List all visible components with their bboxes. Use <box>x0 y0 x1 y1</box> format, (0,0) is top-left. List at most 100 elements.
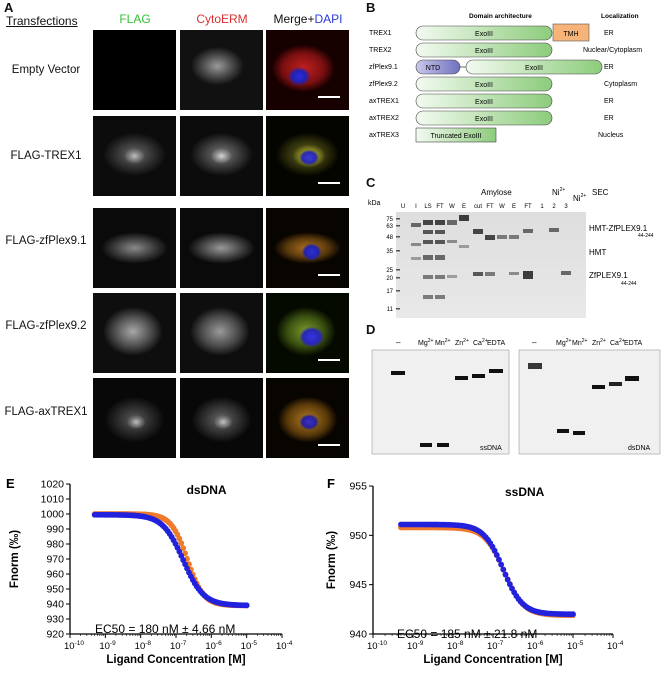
gel-band <box>459 245 469 248</box>
y-tick-label: 940 <box>46 599 64 611</box>
marker-band <box>396 225 400 227</box>
marker-label: 20 <box>386 276 393 282</box>
gel1-bands <box>391 369 503 447</box>
x-tick-label: 10-10 <box>367 640 387 652</box>
panel-letter: E <box>6 476 15 491</box>
micrograph-empty-cytoerm <box>180 30 263 110</box>
gel-band <box>473 229 483 234</box>
gel2-zn: Zn2+ <box>592 338 606 347</box>
svg-text:ExoIII: ExoIII <box>475 82 493 89</box>
gel2-mg: Mg2+ <box>556 338 572 347</box>
scale-bar <box>318 359 340 361</box>
gel-band <box>497 235 507 239</box>
micrograph-zfplex92-cytoerm <box>180 293 263 373</box>
domain-header: Domain architecture <box>469 13 532 20</box>
lane-label: E <box>512 204 516 210</box>
svg-text:ExoIII: ExoIII <box>475 31 493 38</box>
micrograph-zfplex92-flag <box>93 293 176 373</box>
y-tick-label: 950 <box>46 584 64 596</box>
transfections-heading: Transfections <box>6 14 78 28</box>
x-tick-label: 10-9 <box>99 640 116 652</box>
gel-band <box>523 229 533 233</box>
scale-bar <box>318 96 340 98</box>
svg-text:ExoIII: ExoIII <box>475 116 493 123</box>
micrograph-trex1-merge <box>266 116 349 196</box>
arch-row-trex1: TREX1 ExoIII TMH ER <box>369 23 614 42</box>
gel-band <box>423 230 433 234</box>
row-label-empty-vector: Empty Vector <box>11 64 81 76</box>
marker-band <box>396 290 400 292</box>
scale-bar <box>318 274 340 276</box>
cytoerm-column-heading: CytoERM <box>196 12 248 26</box>
micrograph-zfplex91-cytoerm <box>180 208 263 288</box>
y-tick-label: 930 <box>46 614 64 626</box>
kda-label: kDa <box>368 200 381 207</box>
gel-band <box>435 220 445 225</box>
gel-band <box>509 272 519 275</box>
gel1-zn: Zn2+ <box>455 338 469 347</box>
chart-title: ssDNA <box>505 485 545 499</box>
data-point <box>180 545 187 552</box>
gel-band <box>485 235 495 240</box>
x-tick-label: 10-10 <box>64 640 84 652</box>
gel-band <box>435 295 445 299</box>
micrograph-axtrex1-cytoerm <box>180 378 263 458</box>
band-label-hmt: HMT <box>589 248 606 257</box>
svg-text:ER: ER <box>604 64 614 71</box>
y-axis-label: Fnorm (‰) <box>326 531 338 589</box>
gel-band <box>411 257 421 260</box>
band-label-hmt-zf: HMT-ZfPLEX9.1 <box>589 224 648 233</box>
marker-label: 11 <box>387 307 394 313</box>
lane-label: FT <box>486 204 494 210</box>
data-point <box>243 602 250 609</box>
gel1-edta: EDTA <box>487 340 505 347</box>
gel1-ca: Ca2+ <box>473 338 488 347</box>
data-point <box>570 611 576 618</box>
micrograph-axtrex1-merge <box>266 378 349 458</box>
gel2-edta: EDTA <box>624 340 642 347</box>
lane-label: 1 <box>540 204 544 210</box>
lane-label: E <box>462 204 466 210</box>
x-tick-label: 10-4 <box>607 640 624 652</box>
gel-band <box>423 240 433 244</box>
gel1-label: ssDNA <box>480 445 502 452</box>
gel2-ca: Ca2+ <box>610 338 625 347</box>
svg-text:ExoIII: ExoIII <box>525 65 543 72</box>
svg-text:ExoIII: ExoIII <box>475 99 493 106</box>
lane-label: 3 <box>564 204 568 210</box>
gel-band <box>459 215 469 221</box>
data-point <box>493 552 500 558</box>
x-axis-label: Ligand Concentration [M] <box>106 654 245 666</box>
micrograph-empty-flag <box>93 30 176 110</box>
band-label-zf: ZfPLEX9.1 <box>589 271 628 280</box>
data-point <box>506 581 513 588</box>
lane-label: FT <box>524 204 532 210</box>
x-tick-label: 10-8 <box>135 640 152 652</box>
x-tick-label: 10-6 <box>205 640 222 652</box>
gel-band <box>485 272 495 276</box>
y-axis-label: Fnorm (‰) <box>9 530 21 588</box>
lane-label: cut <box>474 204 482 210</box>
gel-band <box>435 275 445 279</box>
ni-label-2: Ni2+ <box>573 193 586 203</box>
chart-title: dsDNA <box>187 483 227 497</box>
svg-text:TMH: TMH <box>563 31 578 38</box>
svg-text:TREX1: TREX1 <box>369 30 392 37</box>
y-tick-label: 960 <box>46 569 64 581</box>
gel-bands <box>411 215 571 299</box>
micrograph-empty-merge <box>266 30 349 110</box>
micrograph-trex1-cytoerm <box>180 116 263 196</box>
lane-label: I <box>415 204 417 210</box>
localization-header: Localization <box>601 13 639 20</box>
svg-text:Nuclear/Cytoplasm: Nuclear/Cytoplasm <box>583 47 642 54</box>
data-point <box>176 535 183 542</box>
data-point <box>498 561 505 568</box>
svg-text:Cytoplasm: Cytoplasm <box>604 81 637 88</box>
marker-band <box>396 236 400 238</box>
lane-label: 2 <box>552 204 556 210</box>
gel-band <box>423 275 433 279</box>
data-point <box>502 571 509 578</box>
